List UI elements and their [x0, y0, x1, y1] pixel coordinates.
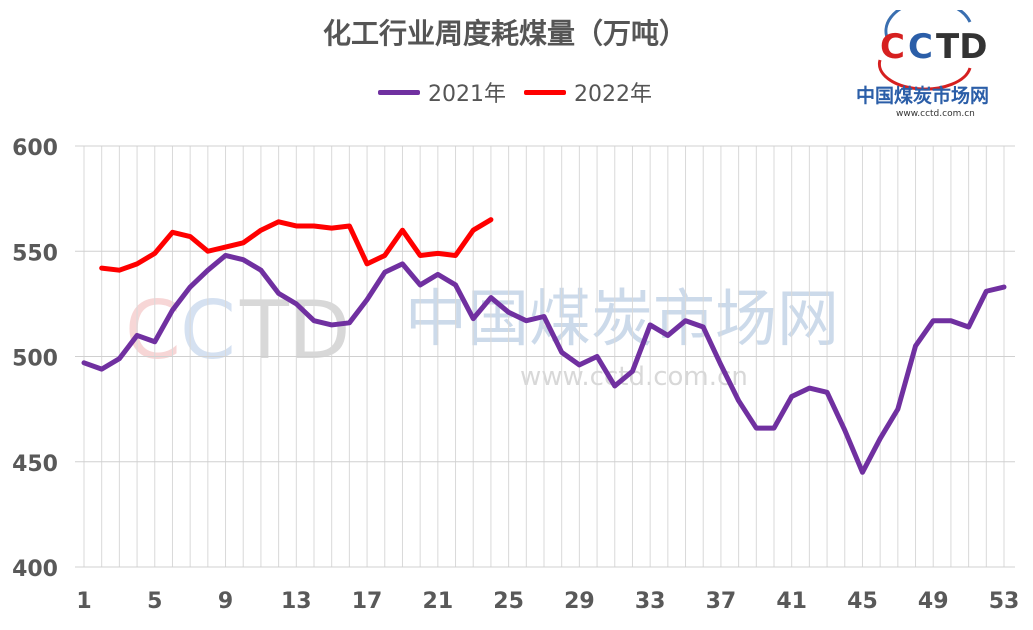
x-tick-label: 17: [352, 589, 383, 614]
cctd-logo: C C TD 中国煤炭市场网 www.cctd.com.cn: [850, 0, 1025, 120]
x-tick-label: 9: [218, 589, 233, 614]
x-tick-label: 37: [706, 589, 737, 614]
svg-text:中国煤炭市场网: 中国煤炭市场网: [856, 84, 989, 107]
x-tick-label: 45: [847, 589, 878, 614]
x-tick-label: 41: [776, 589, 807, 614]
svg-text:TD: TD: [239, 284, 350, 377]
svg-text:TD: TD: [936, 27, 987, 67]
x-tick-label: 13: [281, 589, 312, 614]
series-line-2021年: [81, 252, 1007, 475]
svg-text:中国煤炭市场网: 中国煤炭市场网: [405, 282, 839, 355]
series-line-2022年: [99, 217, 494, 273]
legend-swatch: [524, 89, 566, 95]
y-tick-label: 400: [12, 557, 58, 582]
x-tick-label: 25: [493, 589, 524, 614]
x-tick-label: 53: [989, 589, 1020, 614]
legend-item-2022: 2022年: [524, 76, 652, 108]
svg-text:C: C: [880, 27, 905, 67]
x-tick-label: 49: [918, 589, 949, 614]
x-tick-label: 5: [147, 589, 162, 614]
legend: 2021年 2022年: [378, 76, 652, 108]
svg-text:C: C: [125, 284, 181, 377]
x-tick-label: 1: [76, 589, 91, 614]
chart-title: 化工行业周度耗煤量（万吨）: [322, 17, 687, 50]
legend-item-2021: 2021年: [378, 76, 506, 108]
legend-label: 2021年: [428, 82, 506, 107]
svg-text:C: C: [908, 27, 933, 67]
x-tick-label: 21: [423, 589, 454, 614]
y-tick-label: 500: [12, 347, 58, 372]
svg-text:www.cctd.com.cn: www.cctd.com.cn: [896, 109, 975, 119]
y-tick-label: 450: [12, 452, 58, 477]
legend-label: 2022年: [574, 82, 652, 107]
x-tick-label: 33: [635, 589, 666, 614]
legend-swatch: [378, 89, 420, 95]
y-tick-label: 550: [12, 241, 58, 266]
x-tick-label: 29: [564, 589, 595, 614]
y-tick-label: 600: [12, 136, 58, 161]
